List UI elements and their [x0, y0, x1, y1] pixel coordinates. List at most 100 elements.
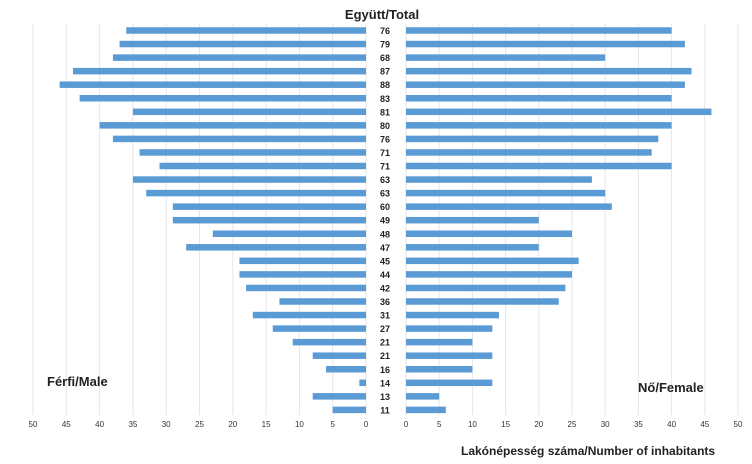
male-bar — [132, 108, 366, 116]
male-bar — [79, 95, 367, 102]
female-bar — [406, 162, 672, 170]
left-axis-tick-label: 15 — [262, 420, 271, 429]
male-bar — [112, 54, 366, 61]
male-bar — [172, 203, 366, 210]
category-label: 87 — [380, 67, 390, 77]
left-axis-tick-label: 45 — [62, 420, 71, 429]
male-bar — [172, 216, 366, 224]
female-bar — [406, 216, 539, 224]
female-bar — [406, 189, 606, 197]
category-label: 68 — [380, 53, 390, 63]
female-bar — [406, 122, 672, 129]
category-label: 16 — [380, 365, 390, 375]
category-label: 83 — [380, 94, 390, 104]
left-axis-tick-label: 20 — [228, 420, 237, 429]
female-bar — [406, 149, 652, 156]
category-label: 11 — [380, 405, 390, 415]
category-label: 49 — [380, 216, 390, 226]
right-axis-tick-label: 30 — [601, 420, 610, 429]
right-axis-tick-label: 20 — [534, 420, 543, 429]
axis-ticks: 50 45 40 35 30 25 20 15 10 5 0 0 5 10 15 20 25 30 35 40 45 50 — [29, 420, 743, 429]
grid-lines — [32, 24, 739, 415]
female-bar — [406, 135, 659, 143]
female-side-label: Nő/Female — [638, 380, 704, 395]
male-bar — [72, 67, 367, 75]
category-label: 71 — [380, 148, 390, 158]
category-label: 47 — [380, 243, 390, 253]
male-bar — [312, 352, 366, 359]
male-bar — [252, 311, 366, 319]
left-axis-tick-label: 25 — [195, 420, 204, 429]
female-bar — [406, 95, 672, 102]
x-axis-title: Lakónépesség száma/Number of inhabitants — [461, 444, 715, 458]
category-label: 48 — [380, 229, 390, 239]
male-bar — [132, 176, 366, 183]
category-label: 60 — [380, 202, 390, 212]
male-bar — [292, 338, 366, 346]
female-bar — [406, 379, 493, 387]
male-bar — [146, 189, 366, 197]
male-bar — [159, 162, 366, 170]
female-bar — [406, 406, 446, 414]
category-label: 21 — [380, 338, 390, 348]
category-label: 76 — [380, 26, 390, 36]
right-axis-tick-label: 50 — [734, 420, 743, 429]
female-bar — [406, 230, 572, 237]
male-bar — [186, 244, 366, 251]
right-axis-tick-label: 15 — [501, 420, 510, 429]
female-bar — [406, 244, 539, 251]
category-label: 76 — [380, 134, 390, 144]
left-axis-tick-label: 0 — [364, 420, 369, 429]
female-bar — [406, 81, 685, 88]
female-bar — [406, 352, 493, 359]
category-label: 42 — [380, 283, 390, 293]
category-label: 81 — [380, 107, 390, 117]
female-bar — [406, 311, 499, 319]
right-axis-tick-label: 35 — [634, 420, 643, 429]
male-bar — [279, 298, 366, 305]
female-bar — [406, 325, 493, 332]
female-bar — [406, 298, 559, 305]
female-bar — [406, 338, 473, 346]
female-bar — [406, 393, 440, 400]
right-axis-tick-label: 40 — [667, 420, 676, 429]
female-bar — [406, 257, 579, 265]
female-bar — [406, 366, 473, 373]
male-bar — [359, 379, 366, 387]
male-bar — [139, 149, 366, 156]
female-bar — [406, 203, 612, 210]
male-bar — [239, 257, 366, 265]
left-axis-tick-label: 50 — [29, 420, 38, 429]
category-label: 88 — [380, 80, 390, 90]
left-axis-tick-label: 10 — [295, 420, 304, 429]
category-label: 63 — [380, 175, 390, 185]
category-label: 21 — [380, 351, 390, 361]
female-bar — [406, 27, 672, 34]
female-bar — [406, 108, 712, 116]
male-bar — [59, 81, 366, 88]
category-label: 45 — [380, 256, 390, 266]
left-axis-tick-label: 30 — [162, 420, 171, 429]
category-label: 80 — [380, 121, 390, 131]
left-axis-tick-label: 40 — [95, 420, 104, 429]
male-bar — [312, 393, 366, 400]
category-label: 44 — [380, 270, 390, 280]
male-bar — [326, 366, 366, 373]
category-label: 71 — [380, 162, 390, 172]
category-label: 36 — [380, 297, 390, 307]
male-bar — [332, 406, 366, 414]
male-side-label: Férfi/Male — [47, 374, 108, 389]
male-bar — [126, 27, 367, 34]
right-axis-tick-label: 5 — [437, 420, 442, 429]
right-axis-tick-label: 45 — [700, 420, 709, 429]
male-bar — [212, 230, 366, 237]
bars — [59, 27, 712, 414]
right-axis-tick-label: 10 — [468, 420, 477, 429]
left-axis-tick-label: 35 — [128, 420, 137, 429]
male-bar — [99, 122, 366, 129]
category-label: 14 — [380, 378, 390, 388]
female-bar — [406, 176, 592, 183]
category-label: 27 — [380, 324, 390, 334]
left-axis-tick-label: 5 — [330, 420, 335, 429]
female-bar — [406, 67, 692, 75]
